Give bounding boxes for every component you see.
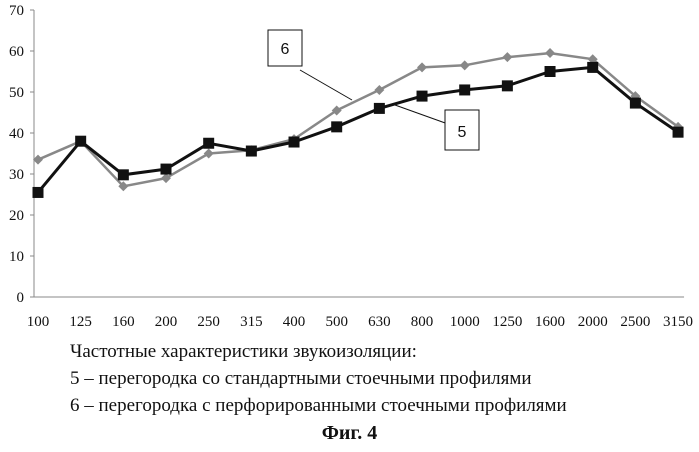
series-5-point [118,169,129,180]
x-tick-label: 2500 [620,314,650,330]
y-tick-label: 0 [17,290,25,306]
line-chart: 0 10 20 30 40 50 60 70 100 125 160 200 250 315 400 500 6… [0,0,699,335]
callout-6-label: 6 [281,41,290,58]
series-6-point [204,149,214,159]
series-5-point [246,146,257,157]
chart-series [33,48,684,198]
y-tick-label: 70 [9,3,24,19]
series-5-point [459,84,470,95]
x-tick-label: 160 [112,314,135,330]
x-tick-label: 400 [283,314,306,330]
callout-6: 6 [268,30,352,100]
y-tick-label: 20 [9,208,24,224]
x-tick-label: 1600 [535,314,565,330]
y-tick-label: 40 [9,126,24,142]
x-tick-label: 200 [155,314,178,330]
series-6-line [38,53,678,186]
series-5-point [374,103,385,114]
series-5-point [33,187,44,198]
x-tick-label: 125 [69,314,92,330]
series-5-point [289,137,300,148]
series-5-point [203,138,214,149]
caption-title: Частотные характеристики звукоизоляции: [70,340,417,364]
series-5-line [38,67,678,192]
caption-series-5: 5 – перегородка со стандартными стоечным… [70,367,532,391]
x-tick-label: 3150 [663,314,693,330]
callout-6-leader [300,70,352,100]
series-6-point [502,52,512,62]
x-tick-label: 800 [411,314,434,330]
series-5-point [587,62,598,73]
x-tick-label: 250 [197,314,220,330]
callout-5-label: 5 [458,124,467,141]
series-6-point [545,48,555,58]
series-5-point [75,136,86,147]
series-5-point [673,127,684,138]
series-5-point [161,164,172,175]
x-tick-label: 2000 [578,314,608,330]
x-tick-label: 315 [240,314,263,330]
callout-5-leader [395,105,448,124]
x-tick-label: 1250 [492,314,522,330]
x-tick-label: 100 [27,314,50,330]
series-6-point [417,62,427,72]
series-5-point [331,121,342,132]
y-tick-label: 50 [9,85,24,101]
callout-5: 5 [395,105,479,150]
series-5-point [417,91,428,102]
series-6-point [460,60,470,70]
y-tick-label: 30 [9,167,24,183]
x-tick-label: 1000 [450,314,480,330]
x-tick-label: 630 [368,314,391,330]
y-tick-label: 60 [9,44,24,60]
series-5-point [502,80,513,91]
caption-series-6: 6 – перегородка с перфорированными стоеч… [70,394,567,418]
series-5-point [545,66,556,77]
series-6-point [374,85,384,95]
x-tick-label: 500 [325,314,348,330]
chart-axes [30,10,684,297]
series-5-point [630,98,641,109]
y-tick-label: 10 [9,249,24,265]
series-6-point [161,173,171,183]
figure-label: Фиг. 4 [0,422,699,445]
